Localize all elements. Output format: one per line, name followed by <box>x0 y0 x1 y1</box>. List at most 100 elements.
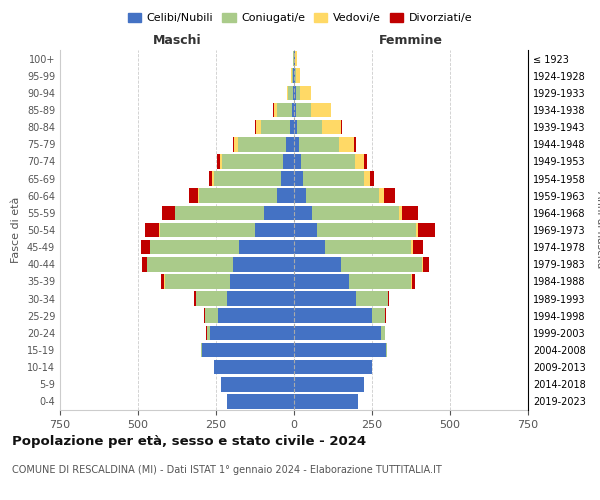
Bar <box>294 274 349 288</box>
Bar <box>294 240 325 254</box>
Bar <box>206 326 210 340</box>
Bar <box>145 222 159 238</box>
Bar <box>411 274 412 288</box>
Bar <box>294 188 306 203</box>
Bar <box>160 222 255 238</box>
Bar <box>370 172 374 186</box>
Legend: Celibi/Nubili, Coniugati/e, Vedovi/e, Divorziati/e: Celibi/Nubili, Coniugati/e, Vedovi/e, Di… <box>124 8 476 28</box>
Bar <box>163 206 175 220</box>
Bar <box>260 120 290 134</box>
Bar <box>294 326 382 340</box>
Bar <box>325 240 411 254</box>
Bar <box>159 222 160 238</box>
Bar <box>256 120 260 134</box>
Bar <box>209 172 212 186</box>
Bar <box>218 308 294 323</box>
Bar <box>292 68 293 83</box>
Bar <box>294 206 312 220</box>
Bar <box>399 206 402 220</box>
Bar <box>198 188 199 203</box>
Text: COMUNE DI RESCALDINA (MI) - Dati ISTAT 1° gennaio 2024 - Elaborazione TUTTITALIA: COMUNE DI RESCALDINA (MI) - Dati ISTAT 1… <box>12 465 442 475</box>
Bar <box>293 68 294 83</box>
Bar <box>222 154 283 168</box>
Bar <box>294 68 295 83</box>
Bar <box>161 274 164 288</box>
Bar <box>287 86 289 100</box>
Bar <box>296 86 300 100</box>
Bar <box>274 102 277 118</box>
Bar <box>339 137 354 152</box>
Bar <box>294 52 295 66</box>
Y-axis label: Anni di nascita: Anni di nascita <box>595 192 600 268</box>
Bar <box>294 222 317 238</box>
Bar <box>196 292 227 306</box>
Bar <box>199 188 277 203</box>
Bar <box>413 240 424 254</box>
Bar <box>294 360 372 374</box>
Bar <box>217 154 220 168</box>
Bar <box>386 342 387 357</box>
Bar <box>355 154 364 168</box>
Bar <box>349 274 411 288</box>
Bar <box>384 188 395 203</box>
Bar <box>142 240 150 254</box>
Bar <box>296 102 311 118</box>
Bar <box>294 154 301 168</box>
Bar <box>402 206 418 220</box>
Bar <box>412 274 415 288</box>
Bar <box>164 274 230 288</box>
Bar <box>212 172 214 186</box>
Bar <box>294 377 364 392</box>
Text: Popolazione per età, sesso e stato civile - 2024: Popolazione per età, sesso e stato civil… <box>12 435 366 448</box>
Bar <box>295 68 296 83</box>
Bar <box>221 377 294 392</box>
Bar <box>422 257 423 272</box>
Bar <box>299 137 339 152</box>
Bar <box>202 342 294 357</box>
Bar <box>294 342 386 357</box>
Bar <box>317 222 416 238</box>
Bar <box>322 120 341 134</box>
Bar <box>151 240 239 254</box>
Bar <box>233 137 234 152</box>
Bar <box>306 188 379 203</box>
Bar <box>283 154 294 168</box>
Bar <box>214 172 281 186</box>
Bar <box>205 308 218 323</box>
Bar <box>286 137 294 152</box>
Bar <box>281 172 294 186</box>
Bar <box>341 120 343 134</box>
Bar <box>239 240 294 254</box>
Bar <box>290 120 294 134</box>
Bar <box>277 188 294 203</box>
Bar <box>227 394 294 408</box>
Bar <box>234 137 238 152</box>
Bar <box>411 240 413 254</box>
Bar <box>289 86 293 100</box>
Bar <box>294 137 299 152</box>
Bar <box>385 308 386 323</box>
Bar <box>294 172 303 186</box>
Bar <box>379 188 384 203</box>
Bar <box>148 257 233 272</box>
Bar <box>423 257 429 272</box>
Bar <box>356 292 388 306</box>
Bar <box>382 326 385 340</box>
Bar <box>227 292 294 306</box>
Bar <box>273 102 274 118</box>
Bar <box>233 257 294 272</box>
Bar <box>255 222 294 238</box>
Bar <box>238 137 286 152</box>
Bar <box>214 360 294 374</box>
Bar <box>311 102 331 118</box>
Bar <box>220 154 222 168</box>
Bar <box>294 292 356 306</box>
Bar <box>418 222 436 238</box>
Bar <box>294 394 358 408</box>
Bar <box>294 120 297 134</box>
Bar <box>294 102 296 118</box>
Bar <box>300 86 311 100</box>
Bar <box>292 102 294 118</box>
Bar <box>194 292 196 306</box>
Bar <box>291 68 292 83</box>
